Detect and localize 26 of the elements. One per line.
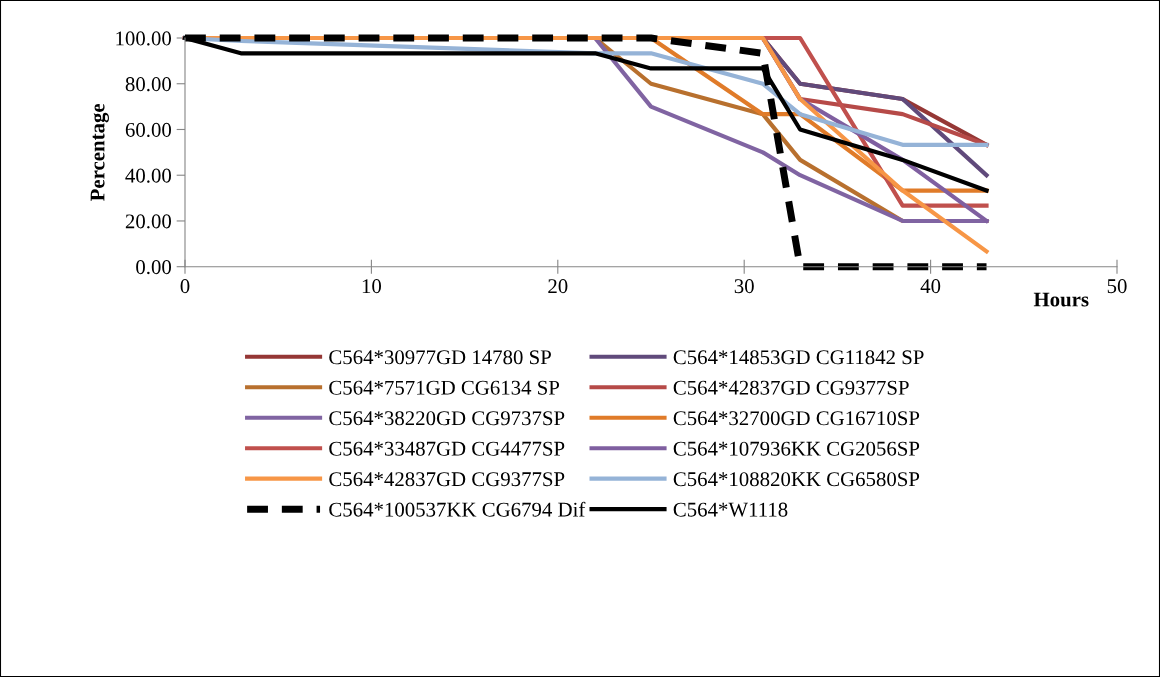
legend-label: C564*42837GD CG9377SP (329, 472, 565, 487)
y-tick-label: 60.00 (125, 122, 172, 137)
y-tick-label: 80.00 (125, 77, 172, 92)
legend-label: C564*42837GD CG9377SP (673, 380, 909, 395)
legend-label: C564*7571GD CG6134 SP (329, 380, 560, 395)
legend-label: C564*100537KK CG6794 Dif (329, 501, 586, 517)
y-tick-label: 20.00 (125, 214, 172, 229)
legend-label: C564*W1118 (673, 502, 788, 517)
x-tick-label: 30 (734, 279, 754, 294)
x-axis-title: Hours (1033, 292, 1089, 307)
x-tick-label: 50 (1107, 279, 1127, 294)
legend-label: C564*107936KK CG2056SP (673, 441, 920, 456)
legend-label: C564*14853GD CG11842 SP (673, 350, 924, 365)
legend-label: C564*30977GD 14780 SP (329, 350, 551, 365)
x-tick-label: 10 (362, 279, 382, 294)
legend-label: C564*108820KK CG6580SP (673, 472, 920, 487)
x-tick-label: 40 (920, 279, 941, 294)
x-tick-label: 20 (548, 279, 568, 294)
x-tick-label: 0 (180, 279, 190, 294)
legend-label: C564*33487GD CG4477SP (329, 441, 565, 456)
y-tick-label: 40.00 (125, 168, 172, 183)
y-tick-label: 100.00 (116, 31, 172, 46)
y-axis-title: Percentage (90, 103, 109, 201)
legend-label: C564*38220GD CG9737SP (329, 411, 565, 426)
legend-label: C564*32700GD CG16710SP (673, 411, 920, 426)
y-tick-label: 0.00 (136, 260, 172, 275)
